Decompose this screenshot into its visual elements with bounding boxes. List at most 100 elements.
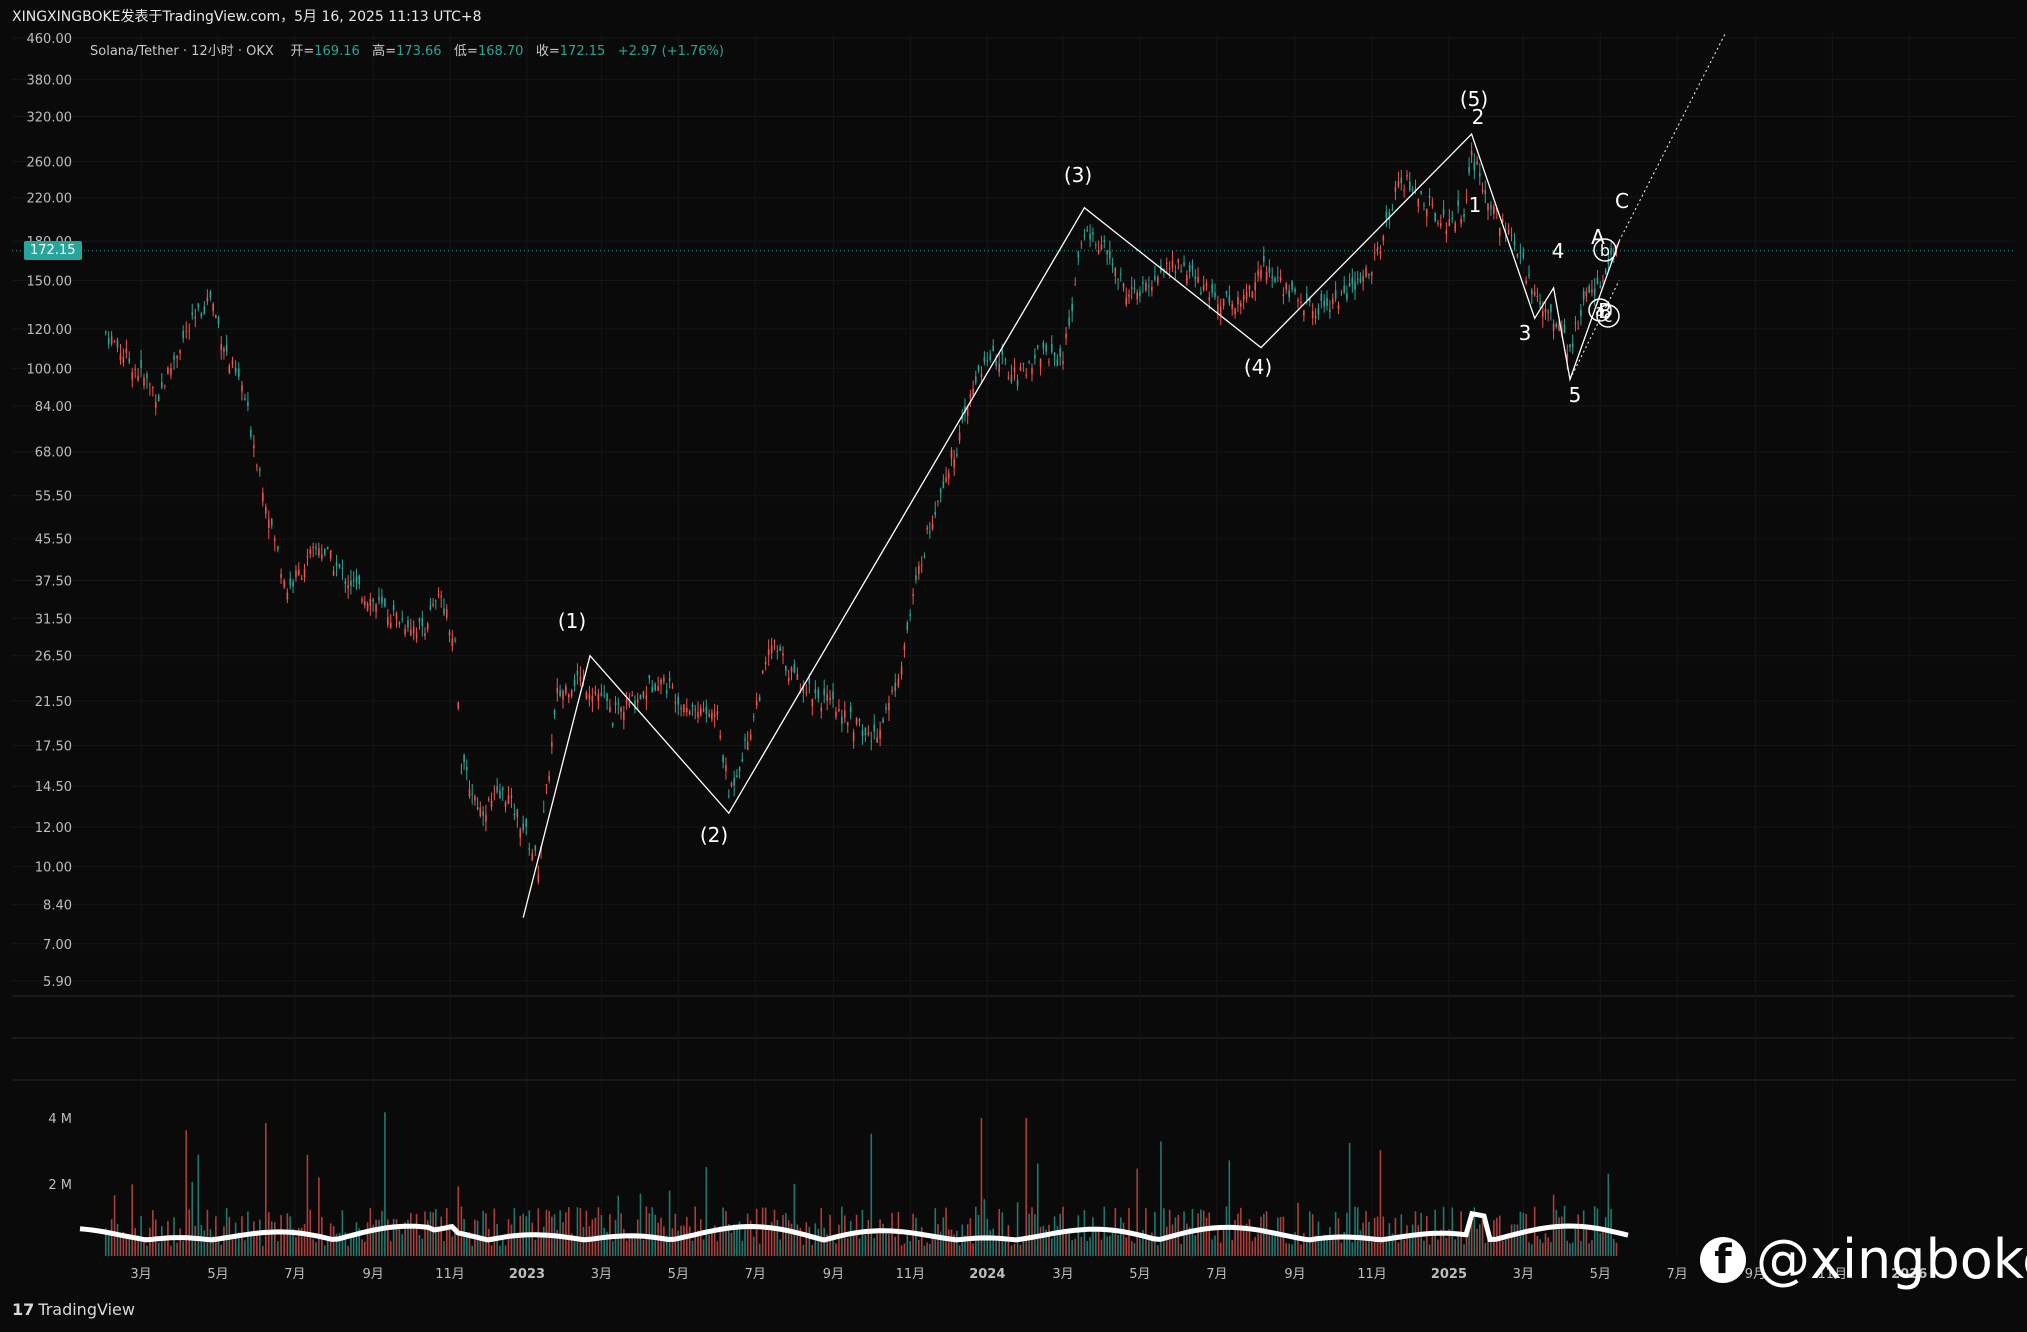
volume-bar — [283, 1232, 286, 1256]
volume-bar — [1208, 1212, 1211, 1256]
volume-bar — [534, 1239, 537, 1256]
candle-body — [639, 695, 642, 699]
volume-bar — [203, 1230, 206, 1256]
volume-bar — [603, 1227, 606, 1256]
volume-bar — [1086, 1241, 1089, 1256]
volume-bar — [1612, 1239, 1615, 1256]
candle-body — [247, 401, 249, 407]
y-tick-label: 17.50 — [35, 739, 72, 754]
candle-body — [835, 711, 837, 718]
volume-bar — [1439, 1229, 1442, 1256]
candle-body — [559, 690, 561, 696]
volume-bar — [1136, 1168, 1138, 1256]
candle-body — [576, 670, 579, 676]
volume-bar — [1151, 1232, 1153, 1256]
wave-label: 2 — [1472, 105, 1485, 129]
volume-bar — [1431, 1233, 1434, 1256]
volume-bar — [573, 1237, 576, 1256]
candle-body — [1362, 275, 1364, 282]
candle-body — [1411, 189, 1414, 191]
volume-bar — [1555, 1209, 1558, 1256]
volume-bar — [542, 1226, 545, 1256]
tradingview-logo[interactable]: 17 TradingView — [12, 1300, 135, 1319]
candle-body — [773, 640, 776, 643]
candle-body — [1277, 276, 1279, 278]
candle-body — [1558, 324, 1560, 331]
volume-bar — [1260, 1216, 1262, 1256]
wave-label: (4) — [1244, 355, 1272, 379]
volume-bar — [1285, 1243, 1288, 1256]
y-tick-label: 68.00 — [35, 446, 72, 461]
candle-body — [779, 647, 781, 652]
candle-body — [457, 702, 460, 709]
volume-bar — [767, 1230, 770, 1256]
volume-bar — [215, 1216, 217, 1256]
candle-body — [660, 679, 662, 684]
candle-body — [1484, 190, 1487, 195]
volume-bar — [1382, 1216, 1385, 1256]
volume-bar — [1111, 1230, 1114, 1256]
candle-body — [1191, 266, 1194, 270]
volume-bar — [972, 1243, 974, 1256]
volume-bar — [559, 1210, 561, 1256]
candle-body — [1439, 223, 1442, 227]
volume-bar — [116, 1223, 119, 1256]
symbol-name[interactable]: Solana/Tether · 12小时 · OKX — [90, 44, 274, 59]
volume-bar — [694, 1206, 697, 1256]
candle-body — [683, 704, 685, 713]
candle-body — [1588, 285, 1590, 293]
candle-body — [711, 712, 713, 720]
candle-body — [1282, 294, 1285, 297]
candle-body — [369, 599, 372, 607]
volume-bar — [1059, 1213, 1061, 1256]
high-label: 高 — [372, 44, 386, 59]
volume-bar — [1248, 1218, 1251, 1256]
volume-bar — [1205, 1217, 1208, 1256]
candles — [104, 142, 1618, 885]
volume-bar — [516, 1236, 519, 1256]
volume-bar — [318, 1177, 320, 1256]
candle-body — [1139, 291, 1141, 297]
candle-body — [1522, 252, 1525, 258]
candle-body — [303, 569, 306, 578]
volume-bar — [426, 1220, 429, 1256]
volume-bar — [289, 1216, 292, 1256]
volume-bar — [1577, 1214, 1579, 1256]
candle-body — [600, 692, 603, 697]
candle-body — [1354, 281, 1356, 291]
volume-bar — [1130, 1240, 1133, 1256]
volume-bar — [398, 1228, 401, 1256]
candle-body — [234, 367, 237, 373]
candle-body — [1194, 276, 1197, 280]
candle-body — [573, 679, 576, 686]
candle-body — [846, 722, 849, 726]
volume-bar — [457, 1186, 460, 1256]
candle-body — [1217, 304, 1219, 313]
volume-bar — [1504, 1239, 1507, 1256]
candle-body — [212, 303, 214, 312]
candle-body — [1183, 262, 1185, 266]
x-tick-label: 11月 — [896, 1267, 926, 1282]
volume-bar — [122, 1231, 125, 1256]
volume-bar — [404, 1222, 406, 1256]
candle-body — [270, 518, 273, 526]
candle-body — [1211, 284, 1213, 293]
volume-bar — [1056, 1226, 1059, 1256]
candle-body — [1142, 282, 1144, 284]
candle-body — [173, 355, 175, 360]
volume-bar — [716, 1241, 719, 1256]
volume-bar — [191, 1181, 194, 1256]
volume-bar — [1329, 1226, 1331, 1256]
volume-bar — [906, 1233, 909, 1256]
volume-bar — [796, 1224, 799, 1256]
candle-body — [1580, 309, 1582, 317]
candle-body — [347, 584, 349, 589]
volume-bar — [262, 1245, 264, 1256]
volume-bar — [870, 1133, 873, 1256]
candle-body — [1365, 268, 1367, 277]
volume-bar — [1359, 1230, 1362, 1256]
volume-bar — [691, 1240, 694, 1256]
wave-label: A — [1591, 225, 1605, 249]
volume-bar — [826, 1234, 828, 1256]
